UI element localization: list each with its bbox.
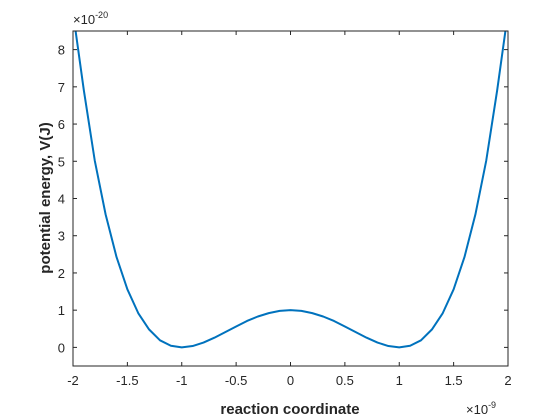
y-exponent-label: ×10-20 [73,10,108,27]
series-line [74,31,507,349]
y-tick-label: 2 [58,266,65,281]
x-tick-label: 0.5 [336,373,354,388]
x-tick-label: 2 [504,373,511,388]
x-tick-label: 0 [287,373,294,388]
y-axis-label: potential energy, V(J) [37,122,54,273]
x-tick-label: -2 [67,373,79,388]
x-tick-label: 1.5 [445,373,463,388]
x-axis-label: reaction coordinate [220,401,359,418]
x-tick-label: -0.5 [225,373,247,388]
y-tick-label: 7 [58,80,65,95]
y-tick-label: 4 [58,192,65,207]
y-tick-label: 1 [58,303,65,318]
y-tick-label: 0 [58,340,65,355]
x-tick-label: -1 [176,373,188,388]
y-tick-label: 3 [58,229,65,244]
y-tick-label: 6 [58,117,65,132]
plot-area [73,31,508,366]
y-tick-label: 5 [58,154,65,169]
x-exponent-label: ×10-9 [466,400,496,417]
x-tick-label: -1.5 [116,373,138,388]
y-tick-label: 8 [58,43,65,58]
x-tick-label: 1 [396,373,403,388]
